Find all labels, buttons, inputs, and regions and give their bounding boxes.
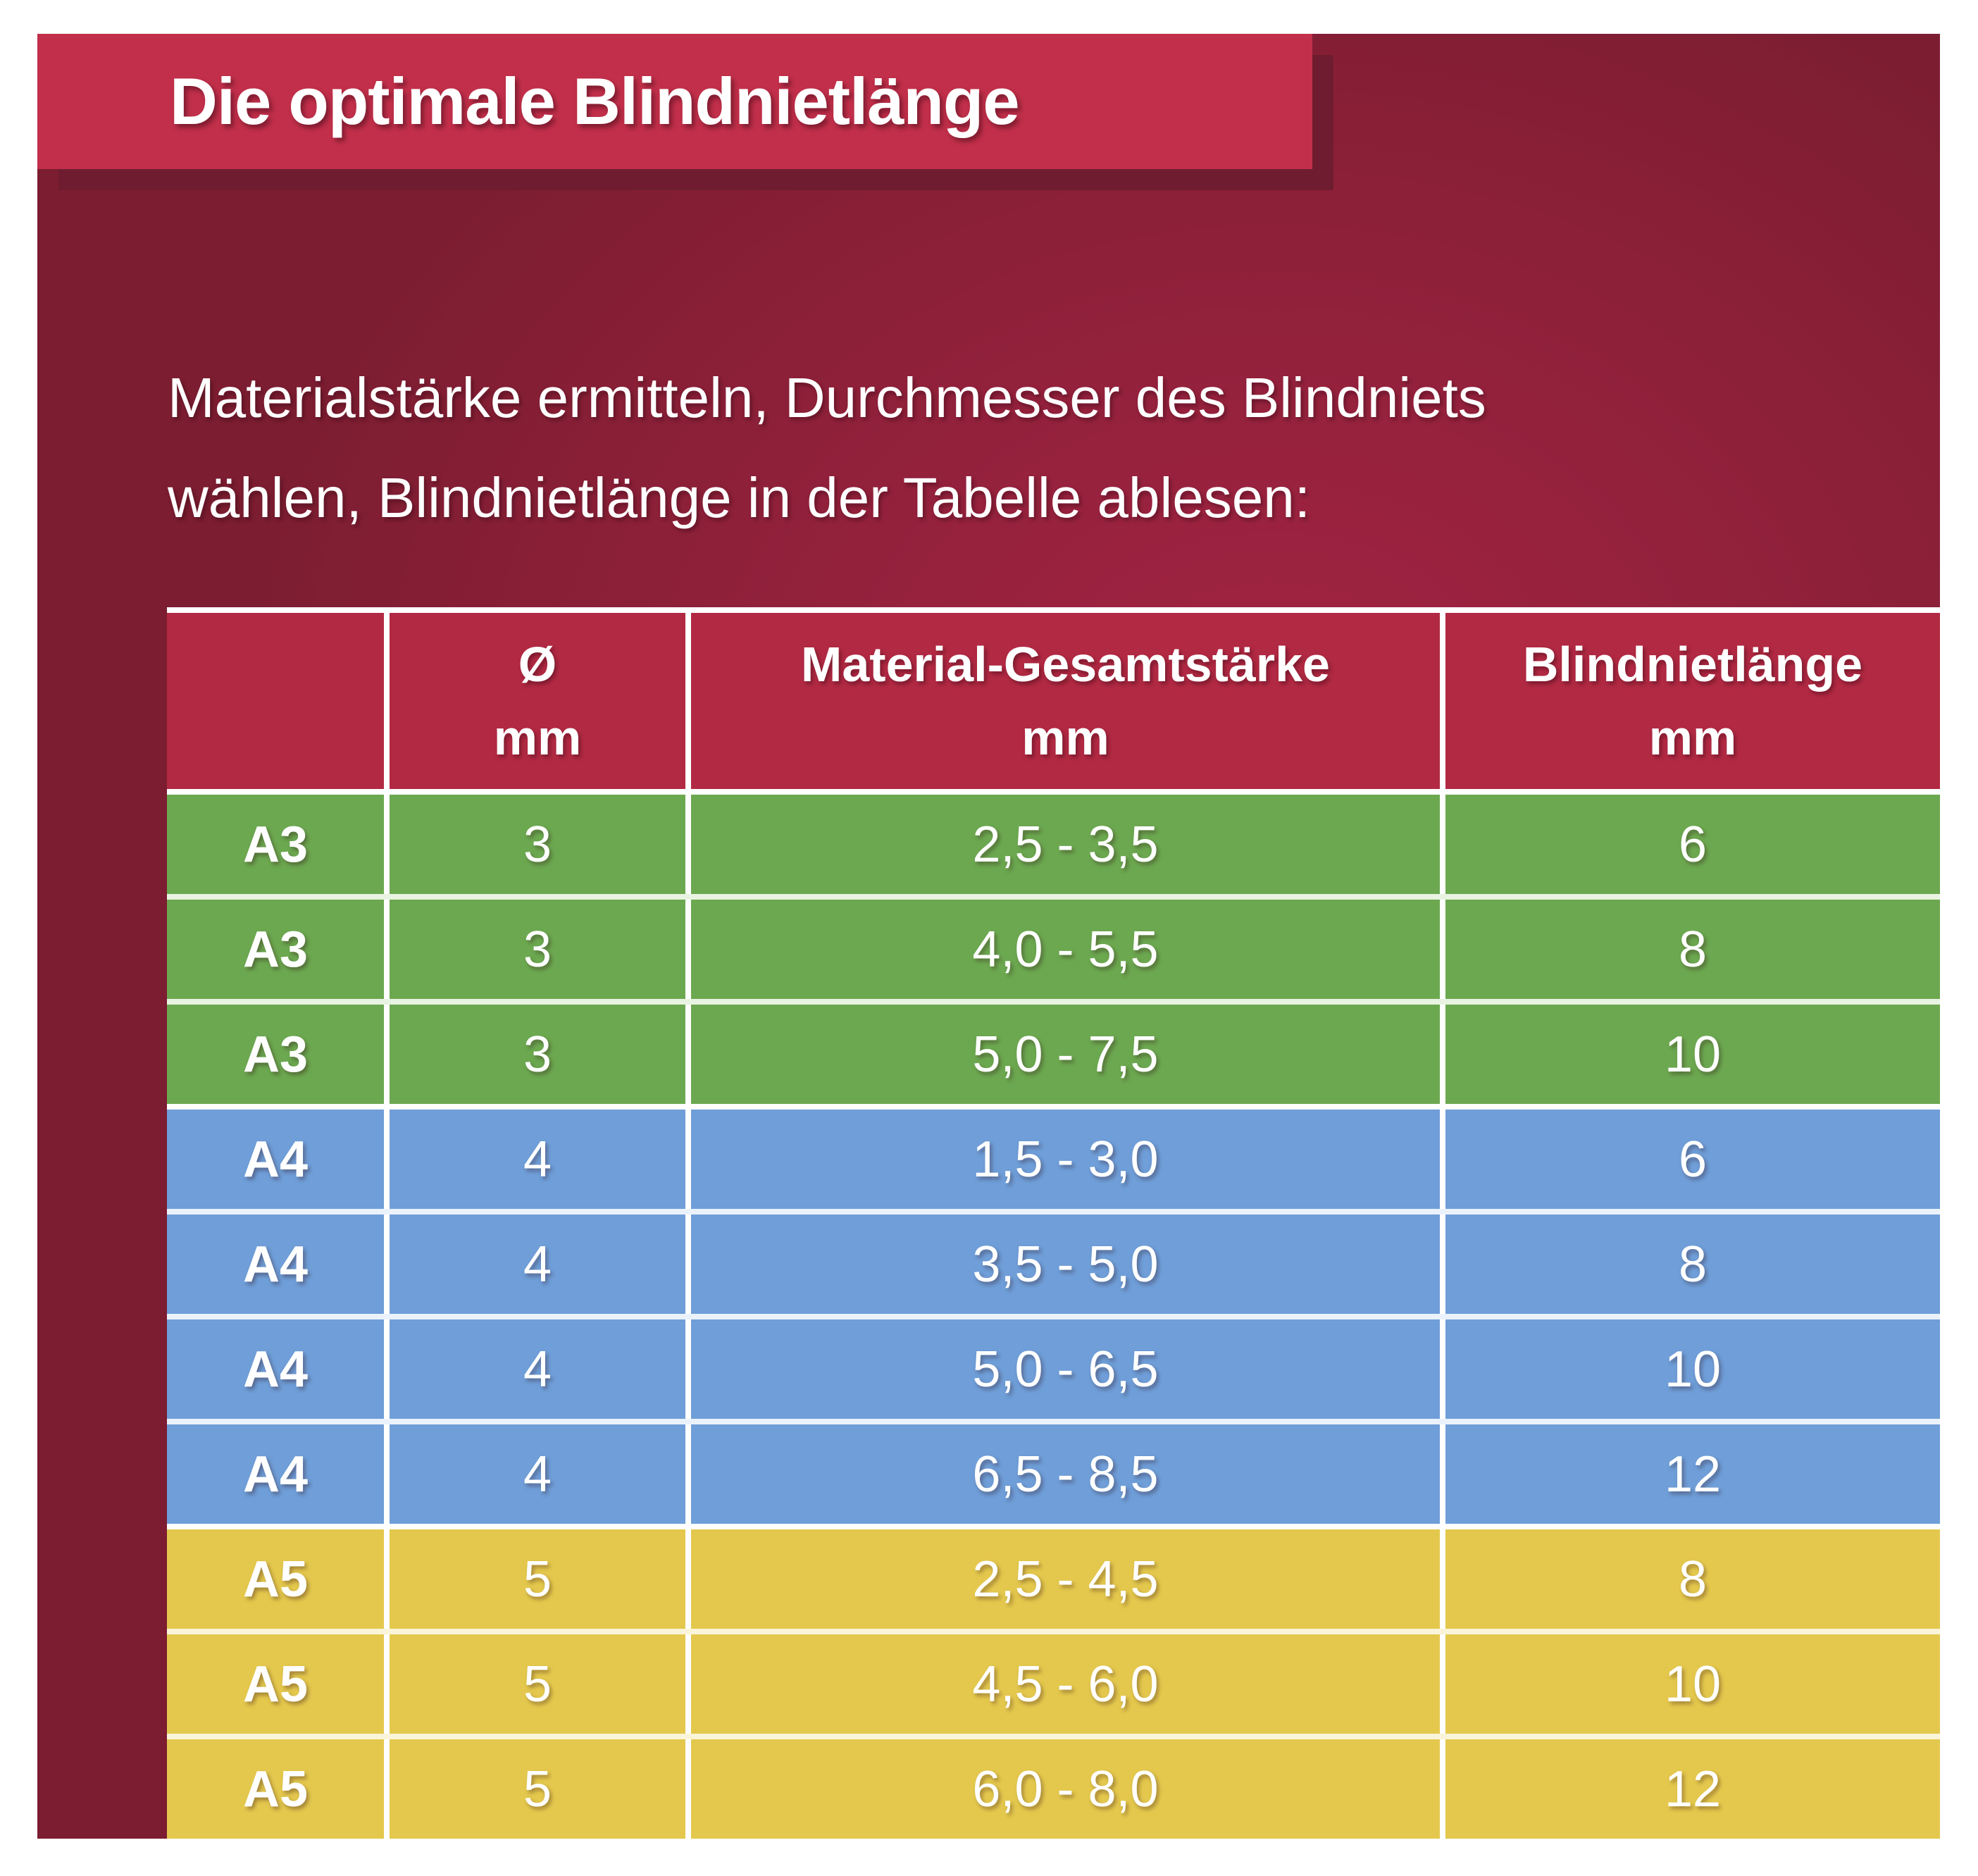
rivet-length-cell: 10 [1440,1319,1940,1419]
diameter-cell: 4 [384,1110,685,1209]
table-row: A4 4 3,5 - 5,0 8 [167,1209,1940,1314]
material-range-cell: 3,5 - 5,0 [685,1215,1440,1314]
row-label-cell: A4 [242,1131,309,1188]
intro-line-2: wählen, Blindnietlänge in der Tabelle ab… [168,466,1310,529]
diameter-symbol: Ø [518,637,557,692]
header-cell-empty [167,613,384,789]
diameter-cell: 5 [384,1634,685,1734]
length-header-unit: mm [1648,710,1737,765]
diameter-cell: 3 [384,900,685,999]
diameter-cell: 5 [384,1529,685,1629]
diameter-cell: 5 [384,1739,685,1839]
material-range-cell: 2,5 - 3,5 [685,795,1440,894]
title-banner: Die optimale Blindnietlänge [37,34,1312,169]
row-label-cell: A5 [242,1760,309,1818]
intro-text: Materialstärke ermitteln, Durchmesser de… [168,348,1486,548]
material-range-cell: 1,5 - 3,0 [685,1110,1440,1209]
table-row: A4 4 6,5 - 8,5 12 [167,1419,1940,1524]
material-range-cell: 2,5 - 4,5 [685,1529,1440,1629]
table-row: A3 3 2,5 - 3,5 6 [167,789,1940,894]
rivet-length-cell: 8 [1440,1529,1940,1629]
diameter-cell: 4 [384,1215,685,1314]
material-range-cell: 5,0 - 7,5 [685,1005,1440,1104]
material-range-cell: 6,5 - 8,5 [685,1424,1440,1524]
row-label-cell: A4 [242,1446,309,1503]
rivet-length-cell: 12 [1440,1739,1940,1839]
row-label-cell: A3 [242,1026,309,1083]
diameter-cell: 3 [384,795,685,894]
table-row: A5 5 4,5 - 6,0 10 [167,1629,1940,1734]
rivet-length-cell: 10 [1440,1005,1940,1104]
length-header-label: Blindnietlänge [1522,637,1863,692]
intro-line-1: Materialstärke ermitteln, Durchmesser de… [168,366,1486,429]
row-label-cell: A3 [242,921,309,978]
material-header-unit: mm [1021,710,1109,765]
header-cell-diameter: Ø mm [384,613,685,789]
material-range-cell: 5,0 - 6,5 [685,1319,1440,1419]
table-row: A5 5 6,0 - 8,0 12 [167,1734,1940,1839]
material-range-cell: 4,0 - 5,5 [685,900,1440,999]
row-label-cell: A4 [242,1341,309,1398]
diameter-cell: 3 [384,1005,685,1104]
diameter-unit: mm [493,710,582,765]
rivet-length-cell: 6 [1440,1110,1940,1209]
diameter-cell: 4 [384,1424,685,1524]
material-range-cell: 4,5 - 6,0 [685,1634,1440,1734]
page-title: Die optimale Blindnietlänge [170,64,1020,138]
header-cell-material: Material-Gesamtstärke mm [685,613,1440,789]
material-range-cell: 6,0 - 8,0 [685,1739,1440,1839]
rivet-table-body: A3 3 2,5 - 3,5 6 A3 3 4,0 - 5,5 8 A3 3 [167,789,1940,1839]
rivet-length-cell: 6 [1440,795,1940,894]
row-label-cell: A5 [242,1551,309,1608]
row-label-cell: A4 [242,1236,309,1293]
table-row: A4 4 5,0 - 6,5 10 [167,1314,1940,1419]
table-row: A3 3 4,0 - 5,5 8 [167,894,1940,999]
row-label-cell: A5 [242,1656,309,1713]
table-row: A3 3 5,0 - 7,5 10 [167,999,1940,1104]
rivet-length-cell: 8 [1440,900,1940,999]
table-row: A4 4 1,5 - 3,0 6 [167,1104,1940,1209]
header-cell-length: Blindnietlänge mm [1440,613,1940,789]
rivet-length-cell: 12 [1440,1424,1940,1524]
material-header-label: Material-Gesamtstärke [801,637,1330,692]
table-header-row: Ø mm Material-Gesamtstärke mm Blindnietl… [167,607,1940,789]
row-label-cell: A3 [242,816,309,873]
table-row: A5 5 2,5 - 4,5 8 [167,1524,1940,1629]
diameter-cell: 4 [384,1319,685,1419]
rivet-length-cell: 10 [1440,1634,1940,1734]
rivet-table: Ø mm Material-Gesamtstärke mm Blindnietl… [167,607,1940,1839]
rivet-length-cell: 8 [1440,1215,1940,1314]
